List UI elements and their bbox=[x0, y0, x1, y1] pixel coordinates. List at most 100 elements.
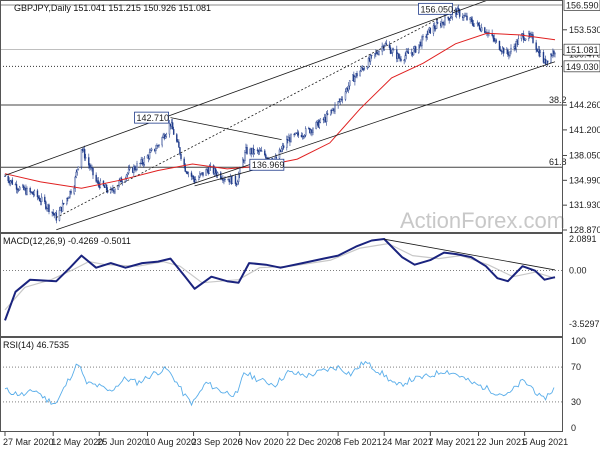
price-tag-label: 156.590 bbox=[566, 0, 599, 10]
candle-body bbox=[83, 149, 86, 159]
candle-body bbox=[143, 157, 146, 165]
candle-body bbox=[282, 145, 285, 148]
candle-body bbox=[389, 47, 392, 54]
candle-body bbox=[208, 167, 210, 174]
candle-body bbox=[286, 139, 288, 148]
price-ytick-label: 128.870 bbox=[569, 225, 600, 235]
candle-body bbox=[502, 47, 505, 54]
peak-label-box bbox=[134, 111, 169, 124]
candle-body bbox=[280, 148, 283, 152]
price-tag-label: 151.081 bbox=[566, 45, 599, 55]
candle-body bbox=[92, 167, 94, 176]
candle-body bbox=[510, 47, 512, 53]
candle-body bbox=[509, 51, 511, 56]
candle-body bbox=[435, 22, 438, 29]
macd-ytick-label: -3.5297 bbox=[569, 319, 600, 329]
x-tick-label: 25 Jun 2020 bbox=[97, 437, 147, 447]
candle-body bbox=[447, 16, 449, 19]
candle-body bbox=[177, 141, 179, 143]
candle-body bbox=[378, 50, 380, 55]
candle-body bbox=[407, 51, 410, 54]
candle-body bbox=[237, 174, 240, 182]
candle-body bbox=[546, 60, 549, 63]
candle-body bbox=[434, 28, 437, 30]
price-title: GBPJPY,Daily 151.041 151.215 150.926 151… bbox=[14, 3, 211, 13]
candle-body bbox=[161, 137, 163, 146]
candle-body bbox=[441, 21, 443, 27]
price-ytick-label: 134.990 bbox=[569, 175, 600, 185]
rsi-ytick-label: 70 bbox=[571, 362, 581, 372]
rsi-line bbox=[4, 360, 555, 407]
candle-body bbox=[80, 149, 83, 167]
candle-body bbox=[532, 34, 534, 43]
panel-frame-1 bbox=[0, 0, 563, 233]
candle-body bbox=[234, 175, 237, 184]
candle-body bbox=[192, 175, 195, 180]
candle-body bbox=[385, 43, 388, 45]
x-tick-label: 12 May 2020 bbox=[51, 437, 103, 447]
trendline-triangle-top bbox=[170, 117, 282, 141]
candle-body bbox=[325, 113, 328, 122]
candle-body bbox=[168, 123, 171, 135]
macd-ytick-label: 2.0891 bbox=[569, 234, 597, 244]
candle-body bbox=[46, 207, 48, 209]
candle-body bbox=[359, 70, 361, 77]
price-panel: 128.870 131.930 134.990 138.050 141.200 144.2… bbox=[0, 0, 600, 235]
candle-body bbox=[61, 202, 64, 212]
candle-body bbox=[493, 38, 495, 42]
candle-body bbox=[339, 98, 341, 102]
candle-body bbox=[185, 171, 187, 173]
candle-body bbox=[492, 35, 494, 39]
candle-body bbox=[141, 159, 143, 164]
price-ytick-label: 153.530 bbox=[569, 25, 600, 35]
candle-body bbox=[29, 188, 31, 193]
candle-body bbox=[165, 133, 168, 137]
candle-body bbox=[183, 158, 185, 165]
rsi-ytick-label: 100 bbox=[571, 336, 586, 346]
candle-body bbox=[155, 148, 157, 152]
candle-body bbox=[26, 188, 28, 195]
candle-body bbox=[334, 105, 336, 112]
candle-body bbox=[150, 148, 153, 151]
candle-body bbox=[507, 49, 509, 55]
candle-body bbox=[450, 16, 452, 19]
candle-body bbox=[23, 185, 25, 190]
candle-body bbox=[354, 76, 356, 82]
candle-body bbox=[363, 68, 366, 71]
peak-label-box bbox=[249, 158, 285, 171]
candle-body bbox=[88, 157, 90, 166]
candle-body bbox=[304, 128, 307, 136]
candle-body bbox=[156, 145, 158, 150]
candle-body bbox=[477, 22, 480, 26]
candle-body bbox=[95, 174, 97, 182]
candle-body bbox=[539, 52, 542, 57]
macd-ytick-label: 0.00 bbox=[569, 266, 587, 276]
candle-body bbox=[40, 196, 43, 202]
candle-body bbox=[48, 204, 50, 213]
candle-body bbox=[75, 171, 77, 178]
candle-body bbox=[535, 42, 537, 50]
candle-body bbox=[179, 147, 181, 155]
macd-signal-line bbox=[4, 243, 556, 311]
candle-body bbox=[495, 40, 498, 42]
candle-body bbox=[68, 196, 70, 199]
candle-body bbox=[202, 172, 204, 176]
x-tick-label: 24 Mar 2021 bbox=[382, 437, 433, 447]
candle-body bbox=[315, 122, 317, 129]
price-ytick-label: 131.930 bbox=[569, 200, 600, 210]
candle-body bbox=[403, 59, 405, 61]
candle-body bbox=[253, 149, 256, 154]
candle-body bbox=[554, 52, 556, 55]
candle-body bbox=[45, 201, 47, 209]
candle-body bbox=[84, 157, 87, 159]
candle-body bbox=[466, 15, 468, 21]
macd-line bbox=[4, 238, 556, 321]
candle-body bbox=[51, 211, 53, 213]
candle-body bbox=[171, 122, 174, 130]
candle-body bbox=[356, 73, 358, 77]
peak-label: 142.710 bbox=[137, 113, 170, 123]
candle-body bbox=[114, 189, 116, 193]
candle-body bbox=[388, 44, 391, 48]
macd-panel: 2.0891 0.00 -3.5297 bbox=[0, 234, 600, 329]
candle-body bbox=[473, 23, 476, 27]
